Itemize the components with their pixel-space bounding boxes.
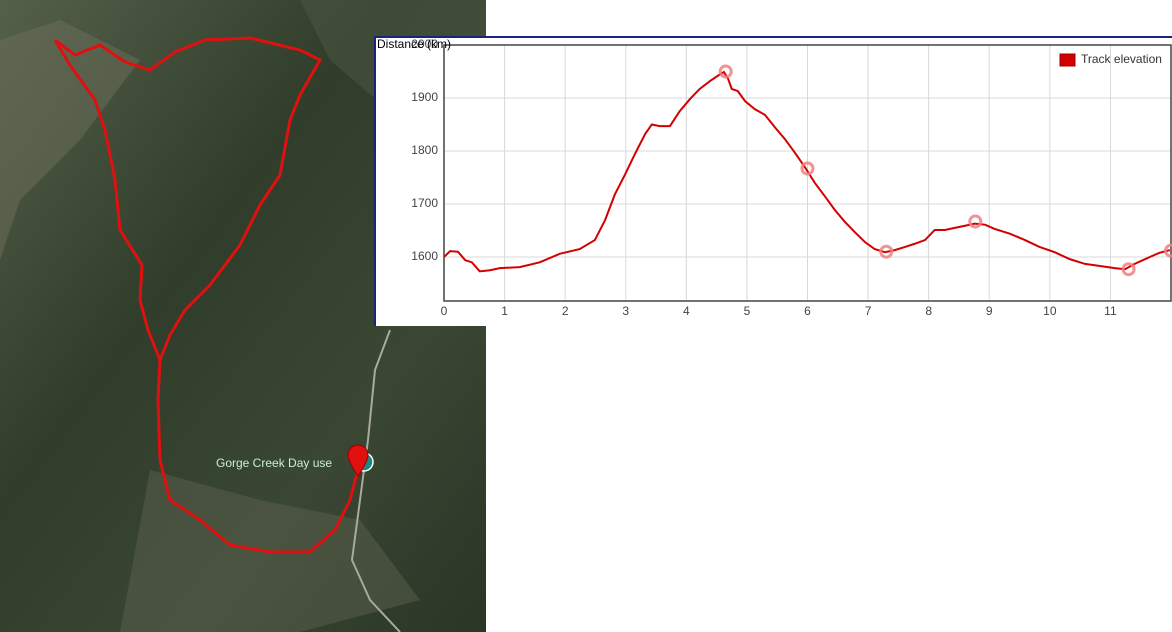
waypoint-marker bbox=[1121, 262, 1136, 277]
x-tick-label: 9 bbox=[986, 304, 993, 318]
y-tick-label: 1800 bbox=[411, 143, 438, 157]
legend-swatch bbox=[1059, 53, 1076, 67]
x-tick-label: 11 bbox=[1104, 304, 1117, 318]
x-tick-label: 0 bbox=[441, 304, 448, 318]
chart-panel bbox=[375, 36, 1172, 326]
place-label: Gorge Creek Day use bbox=[216, 456, 332, 470]
x-tick-label: 2 bbox=[562, 304, 569, 318]
chart-title: Distance (km) bbox=[377, 37, 451, 51]
waypoint-marker bbox=[718, 64, 733, 79]
y-tick-label: 1600 bbox=[411, 249, 438, 263]
x-tick-label: 1 bbox=[501, 304, 508, 318]
waypoint-marker bbox=[968, 214, 983, 229]
x-tick-label: 4 bbox=[683, 304, 690, 318]
plot-frame bbox=[443, 44, 1172, 302]
road bbox=[350, 329, 401, 632]
x-tick-label: 7 bbox=[865, 304, 872, 318]
x-tick-label: 5 bbox=[744, 304, 751, 318]
waypoint-marker bbox=[1164, 243, 1172, 258]
waypoint-marker bbox=[879, 244, 894, 259]
x-tick-label: 6 bbox=[804, 304, 811, 318]
elevation-line bbox=[443, 70, 1171, 273]
x-tick-label: 10 bbox=[1043, 304, 1057, 318]
ridge bbox=[0, 20, 140, 260]
track-route bbox=[53, 36, 360, 554]
y-tick-label: 1900 bbox=[411, 90, 438, 104]
x-tick-label: 3 bbox=[622, 304, 629, 318]
y-tick-label: 2000 bbox=[411, 37, 438, 51]
y-tick-label: 1700 bbox=[411, 196, 438, 210]
map-pin[interactable] bbox=[347, 444, 369, 477]
elevation-chart: 1600 1700 1800 1900 2000 0 1 2 3 4 5 6 7 8 9 10 11 Distan… bbox=[374, 36, 1172, 326]
x-tick-label: 8 bbox=[925, 304, 932, 318]
legend-label: Track elevation bbox=[1081, 52, 1162, 66]
waypoint-marker bbox=[800, 161, 815, 176]
